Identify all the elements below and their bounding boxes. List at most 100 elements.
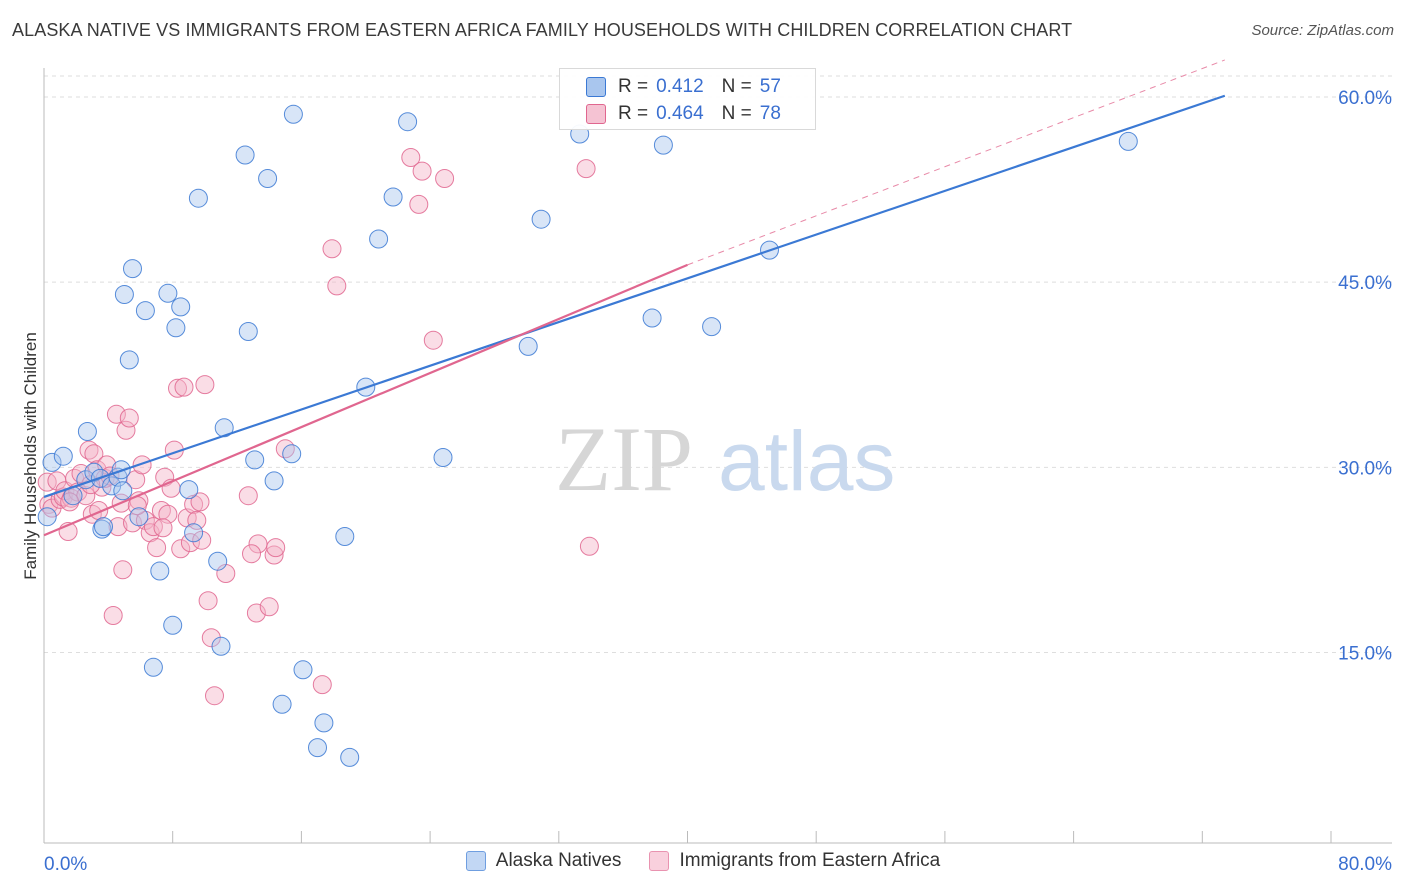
data-point — [238, 322, 258, 341]
data-point — [398, 112, 418, 132]
immigrants-legend-icon — [649, 851, 670, 871]
data-point — [264, 471, 284, 491]
data-point — [653, 135, 673, 155]
data-point — [235, 145, 255, 165]
data-point — [190, 492, 210, 512]
data-point — [103, 606, 123, 625]
data-point — [151, 501, 171, 520]
immigrants-swatch-icon — [586, 104, 606, 124]
y-axis-label: Family Households with Children — [21, 332, 40, 580]
data-point — [266, 538, 286, 558]
alaska-trend-line — [43, 94, 1226, 499]
data-point — [168, 378, 187, 398]
legend-item-immigrants[interactable]: Immigrants from Eastern Africa — [649, 850, 940, 872]
data-point — [272, 694, 292, 714]
stats-r-value: 0.464 — [656, 103, 704, 124]
data-point — [327, 276, 347, 296]
data-point — [205, 686, 224, 706]
data-point — [143, 657, 163, 677]
data-point — [135, 301, 155, 321]
axes — [43, 68, 1392, 844]
legend-item-alaska[interactable]: Alaska Natives — [465, 850, 622, 872]
bottom-legend: Alaska Natives Immigrants from Eastern A… — [0, 850, 1406, 872]
source-label[interactable]: Source: ZipAtlas.com — [1251, 22, 1394, 39]
legend-label: Alaska Natives — [495, 850, 622, 871]
immigrants-trend-extension — [687, 59, 1226, 266]
series-immigrants-points — [37, 148, 599, 706]
data-point — [166, 318, 186, 338]
stats-r-value: 0.412 — [656, 76, 704, 97]
data-point — [195, 375, 215, 395]
data-point — [246, 603, 266, 623]
x-tick-label: 80.0% — [1338, 854, 1392, 875]
data-point — [314, 713, 334, 733]
data-point — [135, 510, 155, 530]
stats-n-value: 57 — [759, 76, 781, 97]
data-point — [576, 159, 596, 179]
data-point — [119, 350, 139, 370]
data-point — [132, 455, 152, 475]
data-point — [147, 538, 167, 558]
data-point — [179, 480, 199, 500]
data-point — [129, 507, 149, 527]
data-point — [322, 239, 342, 259]
data-point — [188, 188, 208, 208]
series-alaska-points — [37, 104, 1138, 767]
stats-n-value: 78 — [759, 103, 781, 124]
stats-r-label: R = — [618, 76, 649, 97]
data-point — [187, 510, 207, 530]
data-point — [113, 481, 133, 501]
data-point — [518, 336, 538, 356]
trend-lines — [43, 59, 1226, 537]
data-point — [642, 308, 662, 328]
alaska-legend-icon — [465, 851, 486, 871]
data-point — [340, 747, 360, 767]
data-point — [163, 615, 183, 635]
data-point — [409, 194, 429, 214]
data-point — [171, 297, 191, 317]
data-point — [116, 420, 136, 440]
data-point — [94, 517, 113, 537]
alaska-swatch-icon — [586, 77, 606, 97]
data-point — [369, 229, 389, 249]
data-point — [42, 452, 62, 472]
data-point — [293, 660, 313, 680]
data-point — [37, 472, 57, 492]
data-point — [108, 517, 128, 537]
chart-title: ALASKA NATIVE VS IMMIGRANTS FROM EASTERN… — [12, 20, 1073, 40]
data-point — [242, 544, 261, 564]
data-point — [579, 536, 599, 556]
data-point — [153, 518, 173, 538]
data-point — [211, 636, 231, 656]
data-point — [60, 492, 80, 512]
data-point — [37, 507, 57, 527]
y-tick-label: 15.0% — [1338, 644, 1392, 665]
data-point — [435, 169, 455, 188]
data-point — [238, 486, 258, 506]
data-point — [53, 446, 73, 466]
data-point — [198, 591, 218, 611]
x-tick-label: 0.0% — [44, 854, 87, 875]
data-point — [143, 517, 163, 537]
data-point — [192, 530, 212, 550]
y-tick-label: 30.0% — [1338, 458, 1392, 479]
data-point — [259, 597, 279, 617]
data-point — [158, 283, 178, 303]
data-point — [423, 330, 443, 350]
data-point — [174, 377, 194, 397]
data-point — [208, 551, 228, 571]
legend-label: Immigrants from Eastern Africa — [679, 850, 941, 871]
y-tick-label: 45.0% — [1338, 273, 1392, 294]
data-point — [383, 187, 403, 207]
data-point — [264, 545, 284, 565]
data-point — [283, 104, 303, 124]
data-point — [275, 439, 295, 459]
data-point — [113, 560, 133, 580]
y-tick-label: 60.0% — [1338, 88, 1392, 109]
data-point — [245, 450, 265, 470]
data-point — [702, 317, 722, 337]
stats-r-label: R = — [618, 103, 649, 124]
data-point — [312, 675, 332, 695]
stats-n-label: N = — [721, 76, 752, 97]
